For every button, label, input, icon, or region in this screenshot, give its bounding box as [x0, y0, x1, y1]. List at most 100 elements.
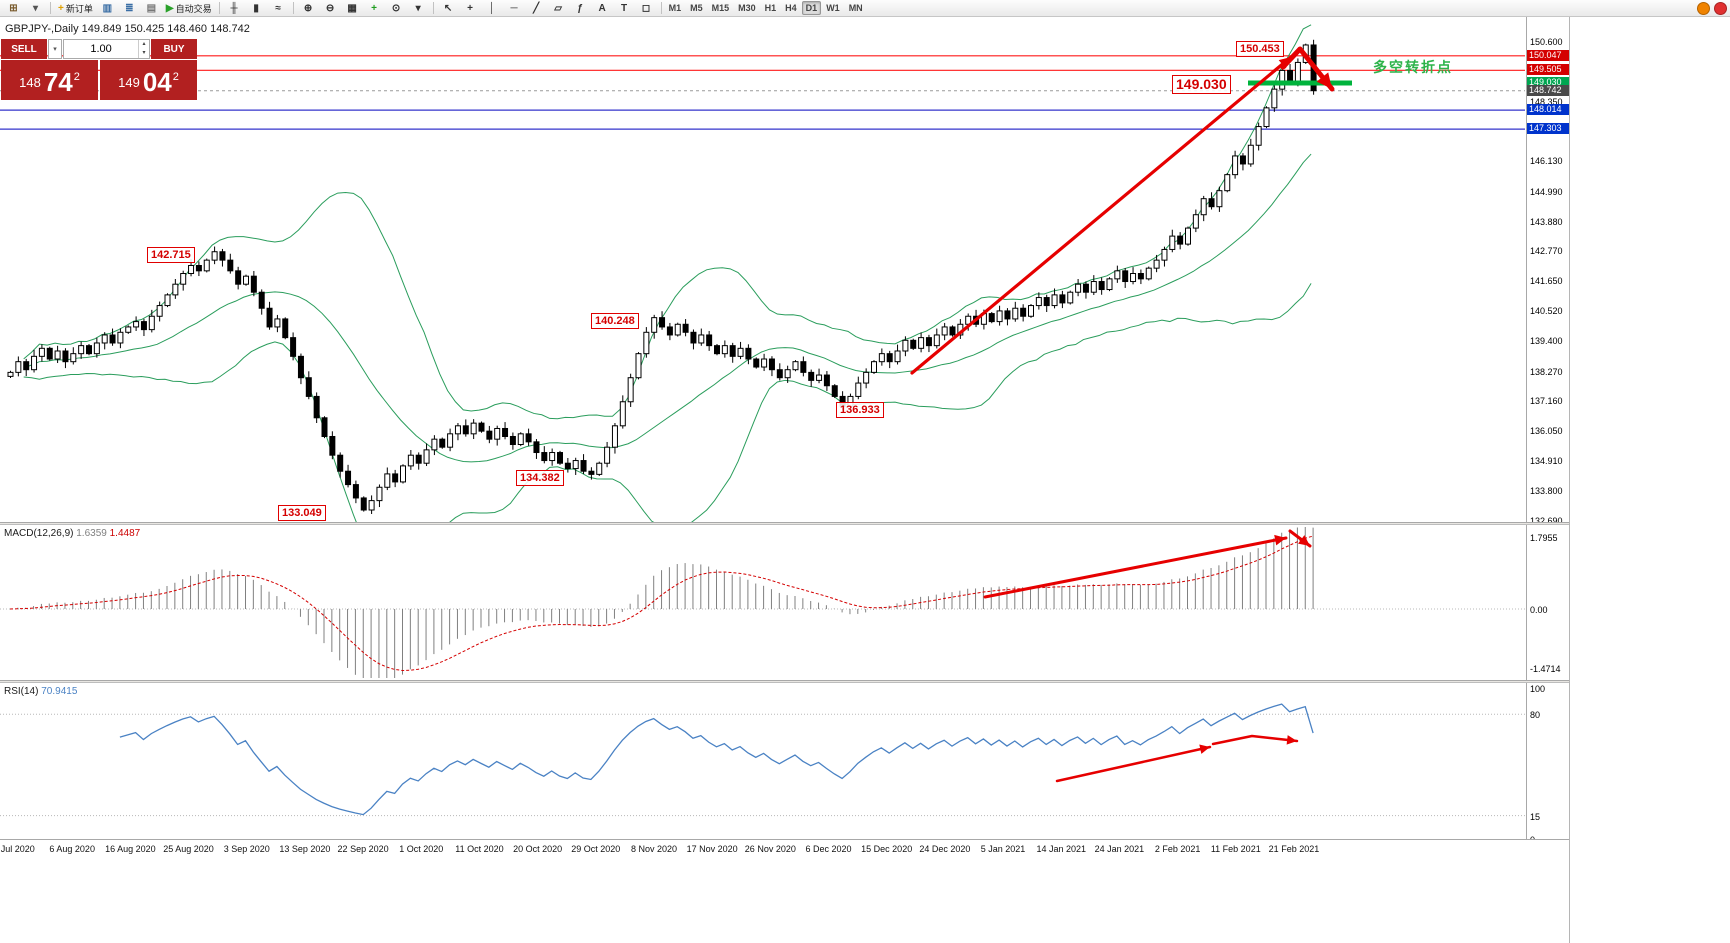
rsi-scale-label: 100: [1530, 684, 1546, 694]
toolbar: ⊞ ▾ + 新订单 ▥ ≣ ▤ ▶ 自动交易 ╫ ▮ ≈ ⊕ ⊖ ▦ + ⊙ ▾ ↖ + │ ─ ╱ ▱ ƒ A T ◻ M1 M5 M1…: [0, 0, 1730, 17]
periods-icon[interactable]: ⊙: [386, 0, 407, 16]
ohlc-bars-icon-glyph: ╫: [230, 2, 238, 14]
sell-price-display[interactable]: 148 74 2: [1, 60, 98, 100]
date-axis-label: 8 Nov 2020: [630, 844, 677, 854]
timeframe-mn[interactable]: MN: [848, 3, 863, 13]
new-chart-icon[interactable]: ⊞: [3, 0, 24, 16]
market-watch-icon[interactable]: ≣: [119, 0, 140, 16]
volume-stepper: ▴ ▾: [138, 40, 149, 58]
symbol-label: GBPJPY-,Daily: [5, 23, 79, 35]
toolbar-right-icons: [1694, 1, 1727, 15]
text-icon-glyph: A: [598, 2, 606, 14]
periods-icon-glyph: ⊙: [391, 2, 401, 14]
price-axis[interactable]: 150.600 150.047 149.505 149.030 148.742 148.3…: [1526, 17, 1569, 859]
strategy-tester-icon[interactable]: ▤: [141, 0, 162, 16]
price-axis-label: 134.910: [1530, 456, 1563, 467]
timeframe-m1[interactable]: M1: [668, 3, 682, 13]
macd-name: MACD(12,26,9): [4, 528, 74, 539]
rsi-panel-canvas[interactable]: [0, 683, 1525, 839]
alert-icon-orange[interactable]: [1697, 1, 1710, 15]
candlestick-icon[interactable]: ▮: [246, 0, 267, 16]
price-axis-label: 142.770: [1530, 246, 1563, 257]
new-order-icon-glyph: +: [58, 2, 64, 14]
tile-windows-icon[interactable]: ▦: [342, 0, 363, 16]
volume-down-button[interactable]: ▾: [142, 50, 146, 56]
price-axis-label: 137.160: [1530, 396, 1563, 407]
candles-layer: [7, 39, 1317, 515]
timeframe-w1[interactable]: W1: [826, 3, 840, 13]
chart-list-icon[interactable]: ▥: [97, 0, 118, 16]
vertical-line-icon[interactable]: │: [482, 0, 503, 16]
horizontal-line-icon[interactable]: ─: [504, 0, 525, 16]
timeframe-d1[interactable]: D1: [801, 1, 822, 15]
indicators-icon[interactable]: +: [364, 0, 385, 16]
cursor-icon-glyph: ↖: [443, 2, 453, 14]
chart-window: GBPJPY-,Daily 149.849 150.425 148.460 14…: [0, 17, 1570, 943]
bottom-area: [0, 859, 1569, 943]
templates-icon[interactable]: ▾: [408, 0, 429, 16]
date-axis-label: 11 Oct 2020: [455, 844, 504, 854]
cursor-icon[interactable]: ↖: [438, 0, 459, 16]
crosshair-icon[interactable]: +: [460, 0, 481, 16]
toolbar-separator: [660, 2, 662, 14]
macd-panel-canvas[interactable]: [0, 525, 1525, 680]
rsi-scale-label: 80: [1530, 710, 1541, 721]
volume-input[interactable]: [64, 40, 139, 58]
date-axis[interactable]: 8 Jul 2020 6 Aug 2020 16 Aug 2020 25 Aug 20…: [0, 839, 1569, 860]
auto-trading-icon[interactable]: ▶ 自动交易: [163, 0, 215, 16]
arrows-icon[interactable]: ◻: [636, 0, 657, 16]
text-icon[interactable]: A: [592, 0, 613, 16]
panel-separator[interactable]: [0, 680, 1569, 683]
volume-up-button[interactable]: ▴: [142, 41, 146, 47]
price-axis-label: 148.350: [1530, 97, 1563, 108]
timeframe-m15[interactable]: M15: [711, 3, 730, 13]
new-chart-icon-glyph: ⊞: [9, 2, 18, 14]
fibonacci-icon[interactable]: ƒ: [570, 0, 591, 16]
tile-windows-icon-glyph: ▦: [347, 2, 357, 14]
ohlc-bars-icon[interactable]: ╫: [224, 0, 245, 16]
new-order-icon[interactable]: + 新订单: [55, 0, 96, 16]
buy-price-pips: 04: [142, 67, 172, 97]
alert-icon-red[interactable]: [1714, 1, 1727, 15]
panel-separator[interactable]: [0, 522, 1569, 525]
timeframe-m30[interactable]: M30: [738, 3, 756, 13]
text-label-icon[interactable]: T: [614, 0, 635, 16]
macd-signal-value: 1.4487: [109, 528, 141, 539]
auto-trading-icon-label: 自动交易: [175, 3, 212, 14]
macd-scale-label: 0.00: [1530, 604, 1548, 615]
zoom-out-icon[interactable]: ⊖: [320, 0, 341, 16]
timeframe-h1[interactable]: H1: [764, 3, 777, 13]
price-axis-label: 149.505: [1527, 64, 1569, 76]
macd-scale-label: 1.7955: [1530, 533, 1558, 543]
trendline-icon[interactable]: ╱: [526, 0, 547, 16]
sell-price-point: 2: [73, 71, 80, 83]
vertical-line-icon-glyph: │: [488, 2, 496, 14]
price-axis-label: 149.030: [1527, 76, 1569, 88]
main-chart-canvas[interactable]: [0, 17, 1525, 522]
price-axis-label: 133.800: [1530, 485, 1563, 496]
zoom-in-icon-glyph: ⊕: [303, 2, 313, 14]
chart-profiles-icon[interactable]: ▾: [25, 0, 46, 16]
sell-button[interactable]: SELL: [1, 39, 47, 59]
timeframe-m5[interactable]: M5: [690, 3, 703, 13]
buy-button[interactable]: BUY: [151, 39, 197, 59]
strategy-tester-icon-glyph: ▤: [146, 2, 157, 14]
sell-price-pips: 74: [43, 67, 73, 97]
timeframe-h4[interactable]: H4: [785, 3, 797, 13]
zoom-in-icon[interactable]: ⊕: [298, 0, 319, 16]
price-axis-label: 132.690: [1530, 515, 1563, 526]
date-axis-label: 17 Nov 2020: [686, 844, 738, 854]
price-axis-label: 146.130: [1530, 156, 1563, 167]
channel-icon[interactable]: ▱: [548, 0, 569, 16]
line-chart-icon[interactable]: ≈: [268, 0, 289, 16]
macd-scale-label: -1.4714: [1530, 664, 1561, 674]
buy-price-display[interactable]: 149 04 2: [100, 60, 197, 100]
price-axis-label: 141.650: [1530, 276, 1563, 287]
date-axis-label: 6 Aug 2020: [49, 844, 95, 854]
volume-dropdown[interactable]: ▾: [48, 39, 62, 59]
macd-main-value: 1.6359: [76, 528, 107, 539]
candlestick-icon-glyph: ▮: [253, 2, 259, 14]
date-axis-label: 3 Sep 2020: [223, 844, 270, 854]
zoom-out-icon-glyph: ⊖: [325, 2, 335, 14]
